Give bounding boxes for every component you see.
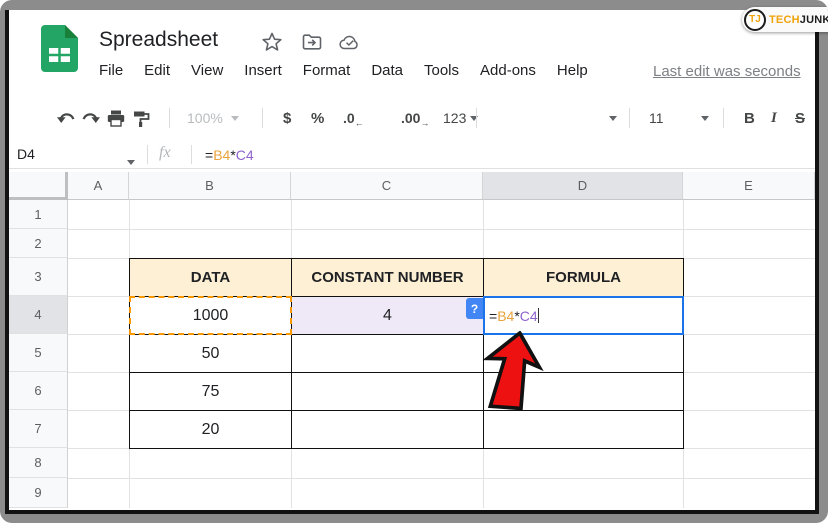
row-header-6[interactable]: 6 xyxy=(9,372,68,410)
arrow-right-icon: → xyxy=(420,118,430,128)
row-header-5[interactable]: 5 xyxy=(9,334,68,372)
select-all-corner[interactable] xyxy=(9,172,68,200)
menu-bar: File Edit View Insert Format Data Tools … xyxy=(99,62,588,79)
move-to-folder-icon[interactable] xyxy=(302,33,322,55)
formula-bar-separator xyxy=(147,145,148,164)
column-header-b[interactable]: B xyxy=(129,172,291,200)
brand-tech-text: TECH xyxy=(769,13,800,26)
cell-b6[interactable]: 75 xyxy=(130,373,292,411)
menu-tools[interactable]: Tools xyxy=(424,62,460,79)
arrow-left-icon: ← xyxy=(354,118,364,128)
menu-edit[interactable]: Edit xyxy=(144,62,171,79)
menu-view[interactable]: View xyxy=(191,62,224,79)
menu-help[interactable]: Help xyxy=(556,62,588,79)
column-header-e[interactable]: E xyxy=(683,172,815,200)
toolbar-separator xyxy=(169,108,170,128)
format-percent-button[interactable]: % xyxy=(311,109,325,127)
sheets-window: Spreadsheet File Edit View Insert Format… xyxy=(5,10,819,514)
format-currency-button[interactable]: $ xyxy=(283,109,292,127)
strikethrough-button[interactable]: S xyxy=(795,109,806,127)
gridline xyxy=(68,229,815,230)
chevron-down-icon xyxy=(609,115,617,121)
data-table: DATA CONSTANT NUMBER FORMULA 1000 4 =B4*… xyxy=(129,258,684,449)
print-button[interactable] xyxy=(107,96,125,140)
menu-file[interactable]: File xyxy=(99,62,124,79)
formula-bar: D4 fx =B4*C4 xyxy=(9,140,815,169)
formula-input[interactable]: =B4*C4 xyxy=(205,147,254,163)
column-header-a[interactable]: A xyxy=(68,172,129,200)
cell-d7[interactable] xyxy=(484,411,684,449)
cell-c7[interactable] xyxy=(292,411,484,449)
menu-format[interactable]: Format xyxy=(302,62,351,79)
cell-c6[interactable] xyxy=(292,373,484,411)
gridline xyxy=(68,478,815,479)
menu-data[interactable]: Data xyxy=(371,62,403,79)
toolbar: 100% $ % .0 ← .00 → 123 11 B xyxy=(9,96,815,140)
cell-d4-editing[interactable]: =B4*C4 xyxy=(483,296,684,335)
decrease-decimal-button[interactable]: .0 ← xyxy=(343,110,364,128)
row-header-2[interactable]: 2 xyxy=(9,229,68,258)
cell-b3[interactable]: DATA xyxy=(130,259,292,297)
star-icon[interactable] xyxy=(262,32,282,57)
formula-help-badge[interactable]: ? xyxy=(466,298,483,319)
name-box-chevron[interactable] xyxy=(127,152,135,170)
fx-icon: fx xyxy=(159,144,171,161)
cell-d3[interactable]: FORMULA xyxy=(484,259,684,297)
font-size-select[interactable]: 11 xyxy=(649,110,664,126)
techjunkie-logo-icon: TJ xyxy=(744,8,766,31)
red-arrow-annotation xyxy=(468,324,553,425)
row-header-7[interactable]: 7 xyxy=(9,410,68,448)
row-header-3[interactable]: 3 xyxy=(9,258,68,296)
italic-button[interactable]: I xyxy=(771,109,777,126)
row-header-8[interactable]: 8 xyxy=(9,448,68,478)
row-header-1[interactable]: 1 xyxy=(9,200,68,229)
chevron-down-icon xyxy=(701,115,709,121)
chevron-down-icon xyxy=(230,115,239,121)
menu-insert[interactable]: Insert xyxy=(244,62,282,79)
more-formats-button[interactable]: 123 xyxy=(443,96,479,140)
cell-b7[interactable]: 20 xyxy=(130,411,292,449)
row-header-4[interactable]: 4 xyxy=(9,296,68,334)
cell-b5[interactable]: 50 xyxy=(130,335,292,373)
brand-junkie-text: JUNKIE xyxy=(799,13,828,26)
font-family-select[interactable] xyxy=(609,96,617,140)
document-title[interactable]: Spreadsheet xyxy=(99,28,219,51)
toolbar-separator xyxy=(262,108,263,128)
cell-c5[interactable] xyxy=(292,335,484,373)
column-header-d[interactable]: D xyxy=(483,172,683,200)
techjunkie-badge-label: TECHJUNKIE xyxy=(769,14,828,26)
toolbar-separator xyxy=(476,108,477,128)
column-header-c[interactable]: C xyxy=(291,172,483,200)
formula-bar-separator xyxy=(191,145,192,164)
cell-c3[interactable]: CONSTANT NUMBER xyxy=(292,259,484,297)
cloud-saved-icon[interactable] xyxy=(339,34,361,55)
last-edit-status[interactable]: Last edit was seconds xyxy=(653,63,801,80)
cell-c4-referenced[interactable]: 4 xyxy=(292,297,484,335)
paint-format-button[interactable] xyxy=(133,96,150,140)
redo-button[interactable] xyxy=(81,96,100,140)
increase-decimal-button[interactable]: .00 → xyxy=(401,110,430,128)
toolbar-separator xyxy=(629,108,630,128)
techjunkie-badge: TJ TECHJUNKIE xyxy=(742,7,828,32)
text-cursor xyxy=(537,308,540,323)
google-sheets-logo-icon[interactable] xyxy=(41,25,78,77)
zoom-select[interactable]: 100% xyxy=(187,96,239,140)
bold-button[interactable]: B xyxy=(744,109,755,127)
undo-button[interactable] xyxy=(57,96,76,140)
toolbar-separator xyxy=(723,108,724,128)
font-size-chevron[interactable] xyxy=(701,96,709,140)
menu-add-ons[interactable]: Add-ons xyxy=(480,62,536,79)
row-header-9[interactable]: 9 xyxy=(9,478,68,508)
chevron-down-icon xyxy=(470,115,479,121)
cell-b4-referenced[interactable]: 1000 xyxy=(129,296,292,335)
name-box[interactable]: D4 xyxy=(17,146,35,162)
